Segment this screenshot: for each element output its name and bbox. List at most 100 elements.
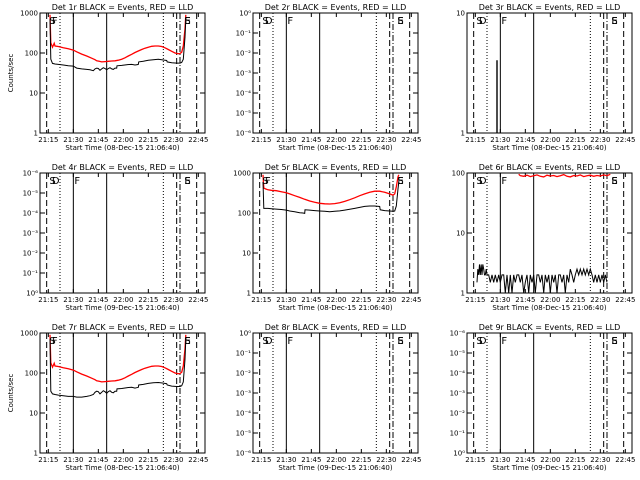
chart-panel-6: Det 6r BLACK = Events, RED = LLD 21:15 21:… xyxy=(452,163,636,312)
y-tick-label: 10⁻³ xyxy=(23,230,39,238)
y-tick-label: 10⁻² xyxy=(236,50,252,58)
interval-marker: S xyxy=(49,336,55,347)
x-tick-label: 21:30 xyxy=(63,456,83,464)
interval-marker: S xyxy=(262,176,268,187)
x-tick-label: 22:45 xyxy=(401,456,421,464)
x-tick-label: 22:15 xyxy=(351,136,371,144)
y-tick-label: 10⁻⁶ xyxy=(236,450,252,458)
x-tick-label: 22:00 xyxy=(326,136,346,144)
x-axis-label: Start Time (09-Dec-15 21:06:40) xyxy=(278,464,392,472)
x-tick-label: 22:15 xyxy=(565,136,585,144)
y-tick-label: 10⁻⁶ xyxy=(450,330,466,338)
x-tick-label: 22:30 xyxy=(163,296,183,304)
interval-marker: F xyxy=(501,336,507,347)
x-tick-label: 22:15 xyxy=(138,456,158,464)
y-tick-label: 1000 xyxy=(233,170,251,178)
series-line-2 xyxy=(49,19,187,72)
y-tick-label: 100 xyxy=(452,170,465,178)
y-tick-label: 1 xyxy=(34,130,38,138)
x-tick-label: 22:30 xyxy=(590,136,610,144)
x-axis-label: Start Time (08-Dec-15 21:06:40) xyxy=(278,144,392,152)
x-tick-label: 21:45 xyxy=(88,296,108,304)
y-tick-label: 10⁻¹ xyxy=(450,430,466,438)
y-tick-label: 10⁻⁶ xyxy=(236,130,252,138)
chart-panel-9: Det 9r BLACK = Events, RED = LLD 21:15 21:… xyxy=(450,323,636,472)
x-tick-label: 22:00 xyxy=(540,456,560,464)
interval-marker: E xyxy=(184,176,190,187)
x-tick-label: 22:15 xyxy=(351,296,371,304)
x-tick-label: 22:30 xyxy=(590,296,610,304)
y-tick-label: 10⁻⁶ xyxy=(23,170,39,178)
y-tick-label: 100 xyxy=(238,210,251,218)
x-tick-label: 22:00 xyxy=(326,456,346,464)
y-tick-label: 10⁻¹ xyxy=(236,350,252,358)
y-tick-label: 10⁻³ xyxy=(236,70,252,78)
chart-title: Det 1r BLACK = Events, RED = LLD xyxy=(52,3,194,12)
y-tick-label: 10⁻⁴ xyxy=(23,210,39,218)
interval-marker: S xyxy=(611,176,617,187)
plot-frame xyxy=(39,12,206,134)
y-tick-label: 10⁻¹ xyxy=(236,30,252,38)
y-tick-label: 10⁰ xyxy=(26,290,38,298)
x-tick-label: 21:45 xyxy=(515,296,535,304)
x-tick-label: 21:45 xyxy=(515,456,535,464)
series-line-1 xyxy=(49,14,187,63)
y-tick-label: 10⁻⁴ xyxy=(236,90,252,98)
x-tick-label: 21:15 xyxy=(251,456,271,464)
interval-marker: E xyxy=(611,16,617,27)
interval-marker: S xyxy=(611,16,617,27)
interval-marker: S xyxy=(184,336,190,347)
interval-marker: S xyxy=(262,336,268,347)
y-tick-label: 10⁻² xyxy=(236,370,252,378)
chart-title: Det 7r BLACK = Events, RED = LLD xyxy=(52,323,194,332)
x-axis-label: Start Time (08-Dec-15 21:06:40) xyxy=(278,304,392,312)
x-tick-label: 22:30 xyxy=(163,456,183,464)
interval-marker: S xyxy=(476,16,482,27)
x-tick-label: 22:30 xyxy=(376,296,396,304)
interval-marker: S xyxy=(184,16,190,27)
interval-marker: E xyxy=(397,336,403,347)
interval-marker: F xyxy=(52,16,58,27)
interval-marker: D xyxy=(265,16,273,27)
series-line-2 xyxy=(49,339,187,398)
y-tick-label: 10⁻⁵ xyxy=(23,190,39,198)
interval-marker: S xyxy=(476,336,482,347)
chart-title: Det 5r BLACK = Events, RED = LLD xyxy=(265,163,407,172)
y-axis-label: Counts/sec xyxy=(7,54,15,93)
y-tick-label: 10⁻¹ xyxy=(23,270,39,278)
y-tick-label: 1 xyxy=(461,130,465,138)
x-tick-label: 22:00 xyxy=(113,296,133,304)
interval-marker: F xyxy=(52,336,58,347)
interval-marker: F xyxy=(501,16,507,27)
x-tick-label: 21:30 xyxy=(276,456,296,464)
x-tick-label: 21:45 xyxy=(88,456,108,464)
y-tick-label: 10 xyxy=(29,90,38,98)
chart-title: Det 9r BLACK = Events, RED = LLD xyxy=(479,323,621,332)
y-tick-label: 10⁻² xyxy=(450,410,466,418)
x-tick-label: 22:45 xyxy=(188,136,208,144)
plot-frame xyxy=(39,332,206,454)
x-axis-label: Start Time (08-Dec-15 21:06:40) xyxy=(492,144,606,152)
x-tick-label: 22:00 xyxy=(113,456,133,464)
chart-panel-8: Det 8r BLACK = Events, RED = LLD 21:15 21:… xyxy=(236,323,422,472)
y-tick-label: 10 xyxy=(456,230,465,238)
x-tick-label: 22:45 xyxy=(188,296,208,304)
series-line-1 xyxy=(49,334,187,383)
interval-marker: S xyxy=(397,16,403,27)
x-tick-label: 22:15 xyxy=(351,456,371,464)
x-tick-label: 21:15 xyxy=(38,136,58,144)
y-tick-label: 100 xyxy=(25,50,38,58)
x-axis-label: Start Time (08-Dec-15 21:06:40) xyxy=(492,304,606,312)
x-tick-label: 22:45 xyxy=(615,136,635,144)
x-axis-label: Start Time (09-Dec-15 21:06:40) xyxy=(65,304,179,312)
x-tick-label: 21:45 xyxy=(515,136,535,144)
y-tick-label: 10 xyxy=(242,250,251,258)
interval-marker: F xyxy=(74,176,80,187)
y-tick-label: 100 xyxy=(25,370,38,378)
x-tick-label: 22:00 xyxy=(113,136,133,144)
chart-title: Det 2r BLACK = Events, RED = LLD xyxy=(265,3,407,12)
chart-panel-1: Det 1r BLACK = Events, RED = LLD 21:15 21:… xyxy=(7,3,208,152)
y-tick-label: 10⁰ xyxy=(453,450,465,458)
x-tick-label: 22:30 xyxy=(376,456,396,464)
x-tick-label: 21:15 xyxy=(465,136,485,144)
